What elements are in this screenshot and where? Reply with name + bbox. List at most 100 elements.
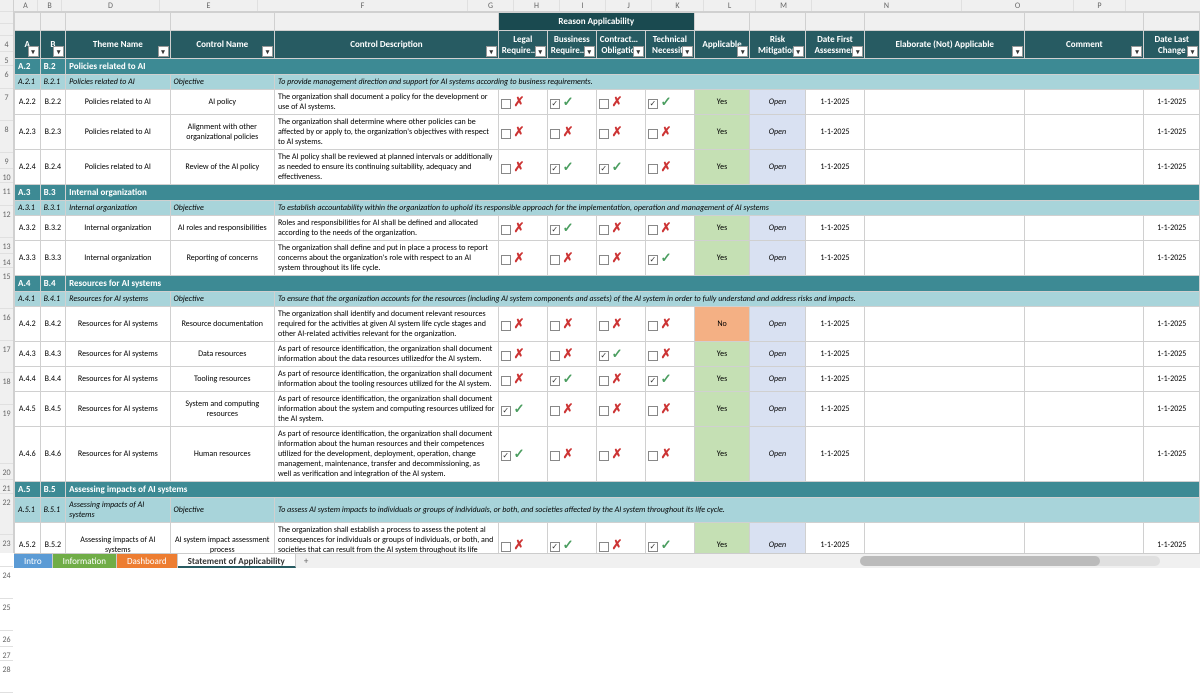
table-row[interactable]: A.4.6B.4.6Resources for AI systemsHuman … [15, 427, 1200, 482]
checkbox-cell[interactable]: ✗ [645, 150, 694, 185]
checkbox-cell[interactable]: ✗ [498, 367, 547, 392]
header-bussiness-requiremen[interactable]: Bussiness Requiremen▾ [547, 31, 596, 59]
checkbox-cell[interactable]: ✗ [547, 342, 596, 367]
filter-dropdown-icon[interactable]: ▾ [28, 46, 39, 57]
checkbox-cell[interactable]: ✓ [498, 427, 547, 482]
header-control-description[interactable]: Control Description▾ [274, 31, 498, 59]
checkbox-cell[interactable]: ✗ [547, 115, 596, 150]
checkbox-cell[interactable]: ✓ [547, 216, 596, 241]
checkbox-cell[interactable]: ✗ [645, 392, 694, 427]
col-header-F[interactable]: F [258, 0, 468, 11]
col-header-P[interactable]: P [1074, 0, 1126, 11]
header-a[interactable]: A▾ [15, 31, 41, 59]
checkbox-cell[interactable]: ✗ [645, 342, 694, 367]
col-header-G[interactable]: G [468, 0, 514, 11]
header-technical-necessity[interactable]: Technical Necessity▾ [645, 31, 694, 59]
table-row[interactable]: A.3.2B.3.2Internal organizationAI roles … [15, 216, 1200, 241]
spreadsheet-grid[interactable]: Reason Applicability A▾B▾Theme Name▾Cont… [14, 12, 1200, 553]
table-row[interactable]: A.4.2B.4.2Resources for AI systemsResour… [15, 307, 1200, 342]
checkbox-cell[interactable]: ✗ [645, 216, 694, 241]
checkbox-cell[interactable]: ✓ [645, 523, 694, 554]
checkbox-cell[interactable]: ✗ [596, 241, 645, 276]
checkbox-cell[interactable]: ✗ [498, 150, 547, 185]
col-header-N[interactable]: N [812, 0, 962, 11]
table-row[interactable]: A.2.2B.2.2Policies related to AIAI polic… [15, 90, 1200, 115]
table-row[interactable]: A.4.4B.4.4Resources for AI systemsToolin… [15, 367, 1200, 392]
checkbox-cell[interactable]: ✓ [596, 342, 645, 367]
header-date-last-change[interactable]: Date Last Change▾ [1144, 31, 1200, 59]
checkbox-cell[interactable]: ✗ [498, 523, 547, 554]
checkbox-cell[interactable]: ✗ [547, 241, 596, 276]
tab-intro[interactable]: Intro [14, 554, 53, 568]
tab-information[interactable]: Information [53, 554, 117, 568]
checkbox-cell[interactable]: ✓ [547, 150, 596, 185]
checkbox-cell[interactable]: ✗ [498, 307, 547, 342]
table-row[interactable]: A.4.3B.4.3Resources for AI systemsData r… [15, 342, 1200, 367]
checkbox-cell[interactable]: ✗ [596, 523, 645, 554]
col-header-K[interactable]: K [652, 0, 704, 11]
checkbox-cell[interactable]: ✓ [645, 241, 694, 276]
header-date-first-assessmen[interactable]: Date First Assessmen▾ [805, 31, 865, 59]
header-theme-name[interactable]: Theme Name▾ [66, 31, 170, 59]
col-header-I[interactable]: I [560, 0, 606, 11]
checkbox-cell[interactable]: ✗ [547, 392, 596, 427]
checkbox-cell[interactable]: ✓ [596, 150, 645, 185]
checkbox-cell[interactable]: ✓ [547, 90, 596, 115]
checkbox-cell[interactable]: ✗ [498, 241, 547, 276]
filter-dropdown-icon[interactable]: ▾ [584, 46, 595, 57]
checkbox-cell[interactable]: ✗ [498, 115, 547, 150]
header-b[interactable]: B▾ [40, 31, 66, 59]
filter-dropdown-icon[interactable]: ▾ [1187, 46, 1198, 57]
checkbox-cell[interactable]: ✗ [645, 307, 694, 342]
filter-dropdown-icon[interactable]: ▾ [53, 46, 64, 57]
header-applicable[interactable]: Applicable▾ [694, 31, 749, 59]
header-comment[interactable]: Comment▾ [1025, 31, 1144, 59]
header-risk-mitigation[interactable]: Risk Mitigation▾ [750, 31, 805, 59]
checkbox-cell[interactable]: ✗ [498, 342, 547, 367]
table-row[interactable]: A.4.5B.4.5Resources for AI systemsSystem… [15, 392, 1200, 427]
header-control-name[interactable]: Control Name▾ [170, 31, 274, 59]
add-sheet-button[interactable]: + [296, 556, 316, 567]
checkbox-cell[interactable]: ✓ [547, 523, 596, 554]
filter-dropdown-icon[interactable]: ▾ [1012, 46, 1023, 57]
header-elaborate-(not)-applicable[interactable]: Elaborate (Not) Applicable▾ [865, 31, 1025, 59]
tab-dashboard[interactable]: Dashboard [117, 554, 178, 568]
table-row[interactable]: A.5.2B.5.2Assessing impacts of AI system… [15, 523, 1200, 554]
filter-dropdown-icon[interactable]: ▾ [633, 46, 644, 57]
col-header-M[interactable]: M [756, 0, 812, 11]
filter-dropdown-icon[interactable]: ▾ [486, 46, 497, 57]
checkbox-cell[interactable]: ✗ [498, 216, 547, 241]
checkbox-cell[interactable]: ✗ [498, 90, 547, 115]
header-contractual-obligation[interactable]: Contractual Obligation▾ [596, 31, 645, 59]
filter-dropdown-icon[interactable]: ▾ [535, 46, 546, 57]
checkbox-cell[interactable]: ✗ [547, 427, 596, 482]
filter-dropdown-icon[interactable]: ▾ [737, 46, 748, 57]
checkbox-cell[interactable]: ✗ [596, 216, 645, 241]
filter-dropdown-icon[interactable]: ▾ [262, 46, 273, 57]
horizontal-scrollbar[interactable] [860, 556, 1160, 566]
checkbox-cell[interactable]: ✓ [645, 367, 694, 392]
col-header-L[interactable]: L [704, 0, 756, 11]
tab-statement-of-applicability[interactable]: Statement of Applicability [178, 554, 296, 568]
checkbox-cell[interactable]: ✗ [596, 392, 645, 427]
filter-dropdown-icon[interactable]: ▾ [158, 46, 169, 57]
checkbox-cell[interactable]: ✗ [596, 307, 645, 342]
col-header-A[interactable]: A [14, 0, 38, 11]
col-header-O[interactable]: O [962, 0, 1074, 11]
filter-dropdown-icon[interactable]: ▾ [1131, 46, 1142, 57]
checkbox-cell[interactable]: ✗ [596, 115, 645, 150]
table-row[interactable]: A.2.4B.2.4Policies related to AIReview o… [15, 150, 1200, 185]
header-legal-requiremen[interactable]: Legal Requiremen▾ [498, 31, 547, 59]
table-row[interactable]: A.3.3B.3.3Internal organizationReporting… [15, 241, 1200, 276]
checkbox-cell[interactable]: ✗ [596, 90, 645, 115]
checkbox-cell[interactable]: ✗ [645, 115, 694, 150]
col-header-D[interactable]: D [62, 0, 160, 11]
checkbox-cell[interactable]: ✓ [645, 90, 694, 115]
table-row[interactable]: A.2.3B.2.3Policies related to AIAlignmen… [15, 115, 1200, 150]
col-header-E[interactable]: E [160, 0, 258, 11]
checkbox-cell[interactable]: ✗ [645, 427, 694, 482]
col-header-H[interactable]: H [514, 0, 560, 11]
col-header-B[interactable]: B [38, 0, 62, 11]
checkbox-cell[interactable]: ✗ [547, 307, 596, 342]
checkbox-cell[interactable]: ✓ [498, 392, 547, 427]
